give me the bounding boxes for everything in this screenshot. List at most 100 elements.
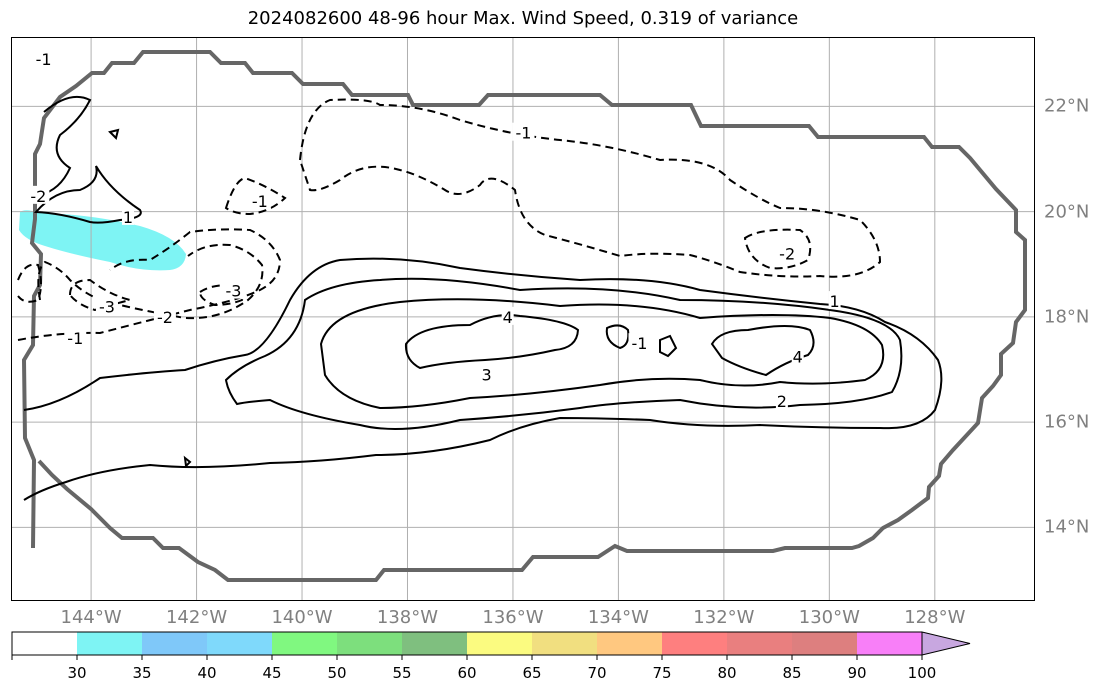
lon-tick-label: 134°W bbox=[587, 607, 649, 628]
contour-label: 4 bbox=[793, 347, 803, 366]
lat-tick-label: 22°N bbox=[1044, 95, 1090, 117]
lat-tick-label: 16°N bbox=[1044, 411, 1090, 433]
colorbar-segment bbox=[857, 632, 922, 655]
lon-tick-label: 130°W bbox=[798, 607, 860, 628]
contour-label-bg bbox=[32, 49, 55, 68]
contour-small-c bbox=[183, 455, 192, 469]
lon-tick-label: 142°W bbox=[165, 607, 228, 628]
contour-label: 1 bbox=[830, 292, 840, 311]
contour-neg3-west bbox=[68, 278, 131, 312]
colorbar-tick-label: 70 bbox=[587, 664, 607, 682]
colorbar-segment bbox=[402, 632, 467, 655]
colorbar-tick-label: 55 bbox=[392, 664, 412, 682]
lon-tick-label: 128°W bbox=[904, 607, 966, 628]
contour-label: -3 bbox=[225, 282, 241, 301]
contour-small-b bbox=[659, 334, 678, 358]
contour-label: -1 bbox=[516, 124, 532, 143]
colorbar-segment bbox=[792, 632, 857, 655]
contour-label: -1 bbox=[252, 192, 268, 211]
contour-label-bg bbox=[95, 296, 118, 315]
colorbar-segment bbox=[272, 632, 337, 655]
contour-label: 3 bbox=[481, 366, 491, 385]
colorbar-segment bbox=[207, 632, 272, 655]
contour-label: 1 bbox=[123, 208, 133, 227]
contour-neg1-west-a bbox=[224, 176, 287, 216]
colorbar-tick-label: 50 bbox=[327, 664, 347, 682]
contour-neg2-west bbox=[37, 243, 264, 320]
contour-label-bg bbox=[775, 391, 788, 410]
contour-3 bbox=[319, 298, 885, 410]
contour-label: 4 bbox=[503, 308, 513, 327]
contour-neg1-north bbox=[298, 98, 882, 278]
lon-tick-label: 138°W bbox=[376, 607, 439, 628]
lat-tick-label: 18°N bbox=[1044, 306, 1090, 328]
colorbar-segment bbox=[77, 632, 142, 655]
colorbar-segment bbox=[12, 632, 77, 655]
region-boundary bbox=[21, 50, 1027, 582]
lon-tick-label: 136°W bbox=[482, 607, 544, 628]
colorbar-segment bbox=[662, 632, 727, 655]
contour-label: -2 bbox=[30, 187, 46, 206]
contour-labels: 4 4 3 2 1 1 -1 -1 -1 -2 -2 -2 -3 -3 -1 -1 bbox=[27, 49, 841, 411]
contour-4-west bbox=[404, 314, 580, 370]
colorbar-segment bbox=[337, 632, 402, 655]
contour-label: -1 bbox=[67, 329, 83, 348]
contour-label-bg bbox=[776, 243, 799, 262]
lat-tick-label: 20°N bbox=[1044, 201, 1090, 223]
colorbar-segment bbox=[727, 632, 792, 655]
lon-tick-label: 140°W bbox=[271, 607, 333, 628]
positive-contours bbox=[23, 96, 943, 501]
colorbar-segment bbox=[467, 632, 532, 655]
contour-label-bg bbox=[248, 191, 271, 210]
contour-label: -2 bbox=[779, 245, 795, 264]
colorbar-tick-label: 60 bbox=[457, 664, 477, 682]
contour-small-d bbox=[108, 128, 120, 140]
colorbar-tick-label: 85 bbox=[782, 664, 802, 682]
contour-label-bg bbox=[153, 306, 176, 325]
contour-label: -1 bbox=[632, 334, 648, 353]
contour-label-bg bbox=[828, 291, 841, 310]
contour-2 bbox=[224, 277, 903, 430]
colorbar bbox=[11, 631, 971, 660]
contour-neg2-coast bbox=[17, 263, 42, 303]
contour-neg3-center bbox=[198, 283, 244, 307]
contour-label: 2 bbox=[777, 392, 787, 411]
contour-neg1-west-b bbox=[17, 228, 282, 341]
contour-label-bg bbox=[480, 364, 493, 383]
lat-tick-label: 14°N bbox=[1044, 516, 1090, 538]
contour-label: -2 bbox=[157, 308, 173, 327]
lon-tick-label: 132°W bbox=[693, 607, 755, 628]
colorbar-tick-label: 45 bbox=[262, 664, 282, 682]
plot-title: 2024082600 48-96 hour Max. Wind Speed, 0… bbox=[247, 8, 799, 29]
contour-1-coast bbox=[39, 96, 92, 196]
lon-tick-label: 144°W bbox=[60, 607, 122, 628]
contour-label-bg bbox=[27, 185, 50, 204]
colorbar-segment bbox=[142, 632, 207, 655]
negative-contours bbox=[17, 98, 882, 341]
contour-4-east bbox=[710, 325, 815, 377]
colorbar-tick-label: 80 bbox=[717, 664, 737, 682]
contour-label: -3 bbox=[99, 297, 115, 316]
colorbar-tick-label: 40 bbox=[197, 664, 217, 682]
contour-label-bg bbox=[791, 346, 804, 365]
contour-label-bg bbox=[122, 206, 135, 225]
contour-label-bg bbox=[512, 122, 535, 141]
contour-label-bg bbox=[222, 280, 245, 299]
colorbar-extension-triangle bbox=[921, 631, 971, 656]
colorbar-tick-label: 30 bbox=[67, 664, 87, 682]
colorbar-tick-label: 100 bbox=[907, 664, 937, 682]
contour-1-north-west bbox=[33, 165, 142, 224]
colorbar-tick-label: 90 bbox=[847, 664, 867, 682]
contour-label: -1 bbox=[36, 50, 52, 69]
map-frame bbox=[11, 37, 1035, 601]
colorbar-segment bbox=[532, 632, 597, 655]
contour-label-bg bbox=[64, 327, 87, 346]
colorbar-tick-label: 75 bbox=[652, 664, 672, 682]
contour-1 bbox=[23, 257, 943, 501]
colorbar-tick-label: 35 bbox=[132, 664, 152, 682]
contour-label-bg bbox=[501, 306, 514, 325]
contour-label-bg bbox=[628, 333, 651, 352]
colorbar-segment bbox=[597, 632, 662, 655]
colorbar-tick-label: 65 bbox=[522, 664, 542, 682]
